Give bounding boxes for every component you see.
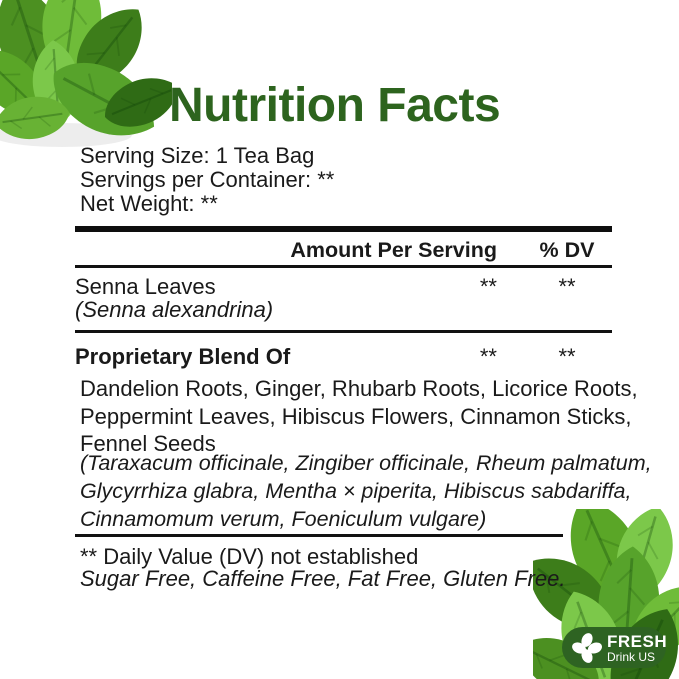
- table-top-bar: [75, 226, 612, 232]
- ingredients-line: Peppermint Leaves, Hibiscus Flowers, Cin…: [80, 403, 632, 429]
- latin-line: Glycyrrhiza glabra, Mentha × piperita, H…: [80, 479, 632, 503]
- servings-per-container-line: Servings per Container: **: [80, 167, 335, 192]
- row-divider: [75, 330, 612, 333]
- clover-leaf-icon: [572, 632, 602, 663]
- brand-logo: FRESH Drink US: [562, 627, 667, 668]
- amount-per-serving-header: Amount Per Serving: [290, 238, 497, 262]
- latin-line: Cinnamomum verum, Foeniculum vulgare): [80, 507, 487, 531]
- header-main-cell: Amount Per Serving: [75, 239, 497, 262]
- blend-name: Proprietary Blend Of: [75, 344, 291, 369]
- ingredient-latin-name: (Senna alexandrina): [75, 297, 274, 322]
- net-weight-line: Net Weight: **: [80, 191, 218, 216]
- free-claims-text: Sugar Free, Caffeine Free, Fat Free, Glu…: [80, 566, 566, 591]
- serving-size-line: Serving Size: 1 Tea Bag: [80, 143, 315, 168]
- serving-info: Serving Size: 1 Tea Bag Servings per Con…: [80, 144, 334, 216]
- ingredients-line: Fennel Seeds: [80, 431, 216, 456]
- senna-dv-value: **: [558, 274, 576, 299]
- blend-dv-value: **: [558, 344, 576, 369]
- brand-subtitle: Drink US: [607, 649, 656, 664]
- blend-ingredients-list: Dandelion Roots, Ginger, Rhubarb Roots, …: [80, 375, 638, 458]
- brand-logo-text: FRESH Drink US: [607, 633, 667, 663]
- page-title: Nutrition Facts: [169, 79, 501, 132]
- table-row: Proprietary Blend Of ** **: [75, 345, 612, 368]
- table-header-row: Amount Per Serving % DV: [75, 239, 612, 262]
- header-divider: [75, 265, 612, 268]
- senna-main-cell: Senna Leaves (Senna alexandrina) **: [75, 275, 497, 321]
- blend-latin-names: (Taraxacum officinale, Zingiber officina…: [80, 449, 652, 533]
- mint-leaves-top-left-decoration: [0, 0, 172, 152]
- senna-name-block: Senna Leaves (Senna alexandrina): [75, 275, 273, 321]
- senna-amount-value: **: [479, 274, 497, 299]
- footnote-divider: [75, 534, 563, 537]
- table-row: Senna Leaves (Senna alexandrina) ** **: [75, 275, 612, 321]
- brand-name: FRESH: [607, 631, 668, 651]
- blend-amount-value: **: [479, 344, 497, 369]
- percent-dv-header: % DV: [539, 238, 595, 262]
- blend-main-cell: Proprietary Blend Of **: [75, 345, 497, 368]
- ingredient-name: Senna Leaves: [75, 274, 216, 299]
- daily-value-footnote: ** Daily Value (DV) not established: [80, 544, 419, 569]
- latin-line: (Taraxacum officinale, Zingiber officina…: [80, 451, 652, 475]
- ingredients-line: Dandelion Roots, Ginger, Rhubarb Roots, …: [80, 376, 638, 401]
